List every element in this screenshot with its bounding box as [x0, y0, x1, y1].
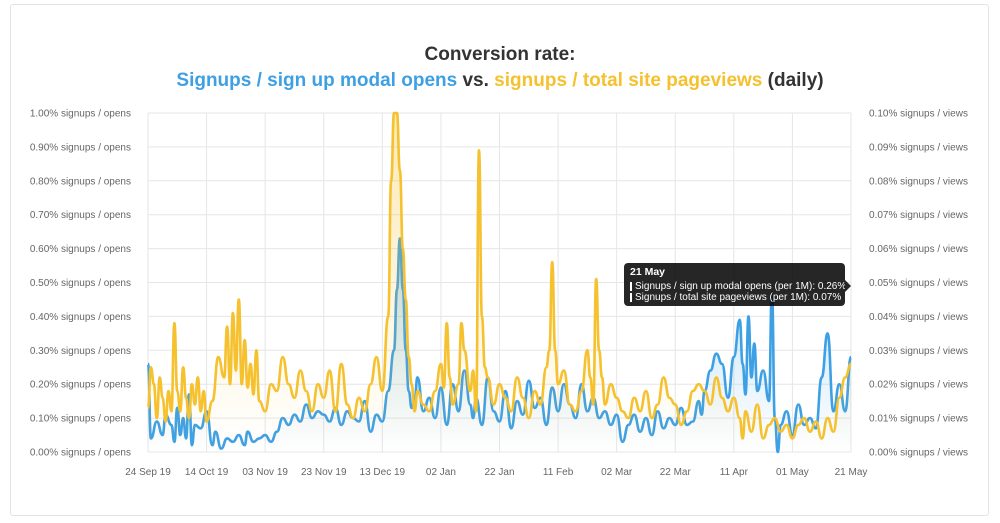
x-tick-label: 21 May: [835, 467, 868, 478]
x-tick-label: 23 Nov 19: [301, 467, 347, 478]
tooltip-row-signups-opens: Signups / sign up modal opens (per 1M): …: [630, 281, 846, 292]
y-left-tick-label: 0.80% signups / opens: [30, 176, 131, 187]
y-right-tick-label: 0.09% signups / views: [869, 142, 968, 153]
x-tick-label: 02 Jan: [426, 467, 456, 478]
y-left-tick-label: 1.00% signups / opens: [30, 109, 131, 120]
subtitle-series-1: Signups / sign up modal opens: [176, 70, 458, 91]
x-tick-label: 03 Nov 19: [242, 467, 288, 478]
y-right-tick-label: 0.08% signups / views: [869, 176, 968, 187]
y-left-tick-label: 0.90% signups / opens: [30, 142, 131, 153]
x-tick-label: 02 Mar: [601, 467, 633, 478]
y-left-tick-label: 0.40% signups / opens: [30, 312, 131, 323]
x-tick-label: 11 Feb: [543, 467, 574, 478]
tooltip-swatch-blue: [630, 282, 632, 291]
y-right-tick-label: 0.06% signups / views: [869, 244, 968, 255]
x-tick-label: 22 Mar: [660, 467, 692, 478]
subtitle-suffix: (daily): [767, 70, 824, 91]
y-left-tick-label: 0.50% signups / opens: [30, 278, 131, 289]
tooltip-row-2-text: Signups / total site pageviews (per 1M):…: [635, 292, 842, 303]
y-right-tick-label: 0.00% signups / views: [869, 448, 968, 459]
x-tick-label: 22 Jan: [484, 467, 514, 478]
tooltip-swatch-yellow: [630, 293, 632, 302]
x-tick-label: 14 Oct 19: [185, 467, 229, 478]
tooltip-row-signups-views: Signups / total site pageviews (per 1M):…: [630, 292, 842, 303]
y-right-tick-label: 0.10% signups / views: [869, 109, 968, 120]
chart-title: Conversion rate:: [424, 44, 576, 65]
y-right-tick-label: 0.04% signups / views: [869, 312, 968, 323]
chart-subtitle: Signups / sign up modal opens vs. signup…: [0, 70, 1000, 92]
y-left-tick-label: 0.30% signups / opens: [30, 346, 131, 357]
y-right-tick-label: 0.03% signups / views: [869, 346, 968, 357]
series-line-2: [146, 111, 852, 440]
x-tick-label: 11 Apr: [720, 467, 749, 478]
y-right-tick-label: 0.02% signups / views: [869, 380, 968, 391]
subtitle-series-2: signups / total site pageviews: [494, 70, 763, 91]
tooltip: 21 May Signups / sign up modal opens (pe…: [624, 263, 851, 306]
x-tick-label: 24 Sep 19: [125, 467, 171, 478]
tooltip-arrow: [845, 280, 851, 292]
tooltip-date: 21 May: [630, 266, 666, 278]
y-left-tick-label: 0.60% signups / opens: [30, 244, 131, 255]
y-left-tick-label: 0.00% signups / opens: [30, 448, 131, 459]
x-tick-label: 13 Dec 19: [360, 467, 406, 478]
y-right-tick-label: 0.05% signups / views: [869, 278, 968, 289]
y-right-tick-label: 0.01% signups / views: [869, 414, 968, 425]
tooltip-row-1-text: Signups / sign up modal opens (per 1M): …: [635, 281, 847, 292]
x-tick-label: 01 May: [776, 467, 809, 478]
y-right-tick-label: 0.07% signups / views: [869, 210, 968, 221]
y-left-tick-label: 0.70% signups / opens: [30, 210, 131, 221]
y-left-tick-label: 0.20% signups / opens: [30, 380, 131, 391]
y-left-tick-label: 0.10% signups / opens: [30, 414, 131, 425]
subtitle-vs: vs.: [462, 70, 489, 91]
